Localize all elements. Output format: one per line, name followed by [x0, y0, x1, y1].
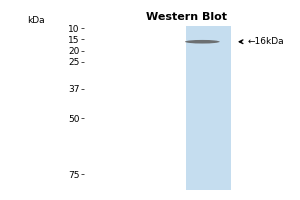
Ellipse shape — [185, 40, 220, 44]
Text: kDa: kDa — [27, 16, 44, 25]
Bar — [186, 26, 231, 190]
Title: Western Blot: Western Blot — [146, 12, 226, 22]
Text: ←16kDa: ←16kDa — [239, 37, 284, 46]
